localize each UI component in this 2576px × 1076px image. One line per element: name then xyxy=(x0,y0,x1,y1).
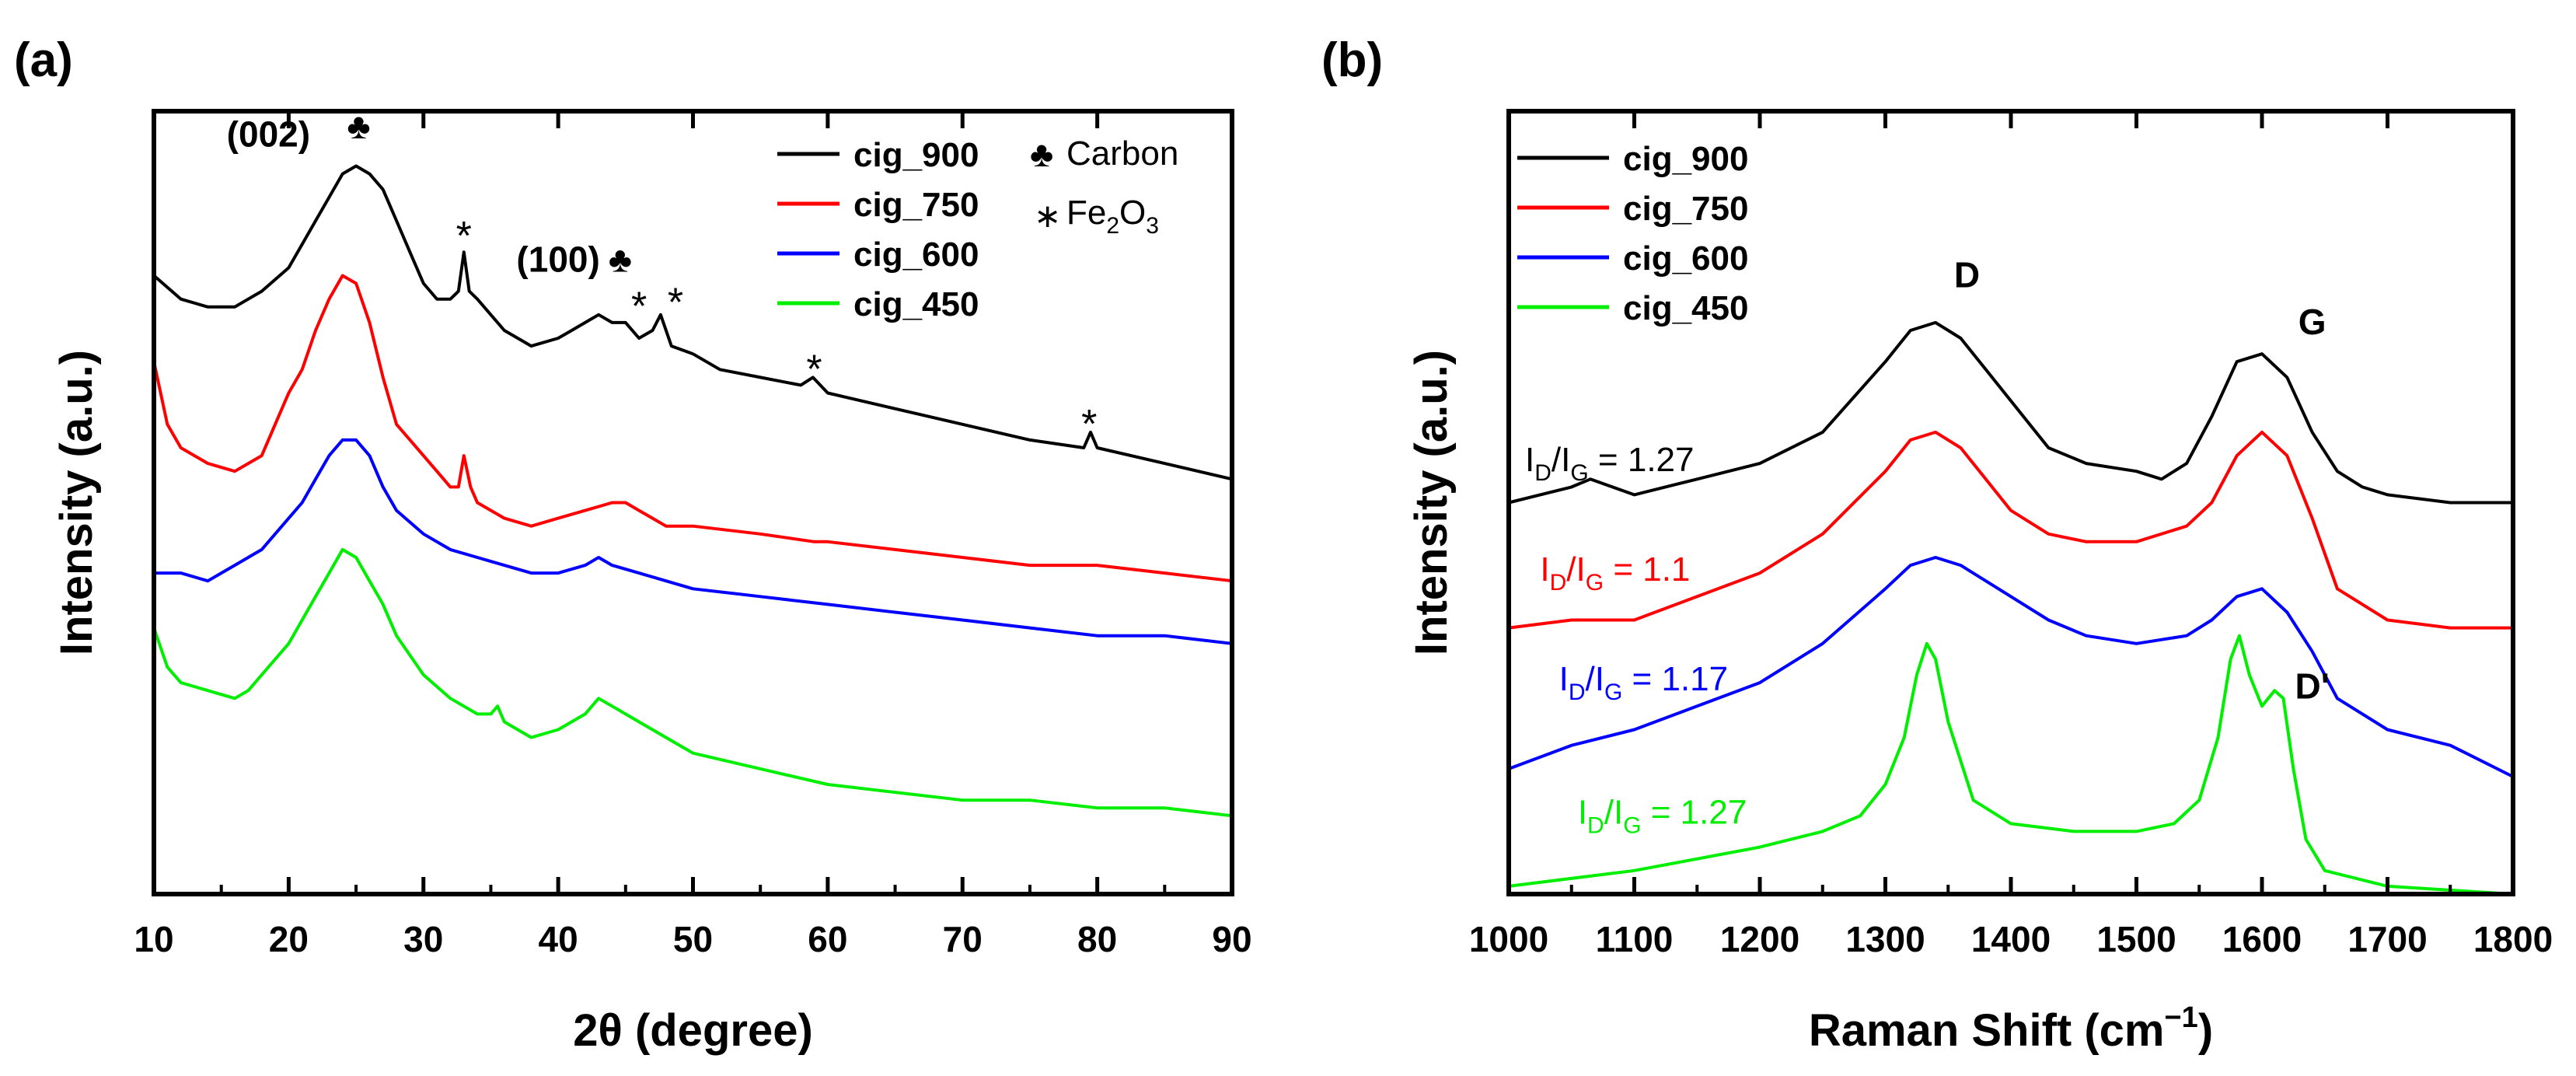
series-line-cig-600 xyxy=(1507,556,2515,778)
peak-annotation: (002) xyxy=(227,114,310,154)
peak-annotation: D xyxy=(1954,255,1980,295)
x-tick-label: 1000 xyxy=(1469,919,1548,959)
panel-a-label: (a) xyxy=(14,33,73,87)
legend-label: cig_750 xyxy=(1623,190,1748,228)
ratio-slash: / xyxy=(1604,793,1614,831)
x-axis-label: Raman Shift (cm−1) xyxy=(1809,1001,2213,1056)
x-tick-label: 1300 xyxy=(1845,919,1925,959)
legend-label: cig_600 xyxy=(1623,239,1748,278)
id-ig-ratio-label: ID/IG = 1.1 xyxy=(1540,550,1690,596)
ratio-d-sub: D xyxy=(1569,679,1586,705)
peak-annotation: * xyxy=(456,214,472,259)
x-tick-label: 1600 xyxy=(2222,919,2302,959)
x-tick-label: 20 xyxy=(269,919,309,959)
ratio-i2: I xyxy=(1595,660,1604,698)
ratio-slash: / xyxy=(1552,441,1562,479)
fe2o3-marker-label: Fe2O3 xyxy=(1066,194,1159,239)
ratio-value: = 1.27 xyxy=(1642,793,1747,831)
series-line-cig-900 xyxy=(152,164,1234,481)
x-tick-label: 30 xyxy=(403,919,443,959)
fe2o3-marker-symbol: ∗ xyxy=(1034,197,1061,234)
peak-annotation: * xyxy=(1081,402,1097,447)
x-axis-label-superscript: −1 xyxy=(2164,1001,2197,1034)
raman-plot: 1000 1100 1200 1300 1400 1500 1600 1700 1800 Rama… xyxy=(1406,109,2553,1056)
x-tick-label: 70 xyxy=(943,919,983,959)
ratio-slash: / xyxy=(1586,660,1596,698)
fe2o3-label-o: O xyxy=(1119,194,1146,232)
ratio-i: I xyxy=(1540,550,1549,589)
fe2o3-label-sub1: 2 xyxy=(1106,213,1119,239)
xrd-plot: 10 20 30 40 50 60 70 80 90 2θ (degree) Intensity (… xyxy=(51,106,1252,1056)
ratio-value: = 1.17 xyxy=(1622,660,1728,698)
x-tick-label: 40 xyxy=(539,919,578,959)
ratio-g-sub: G xyxy=(1604,679,1622,705)
series-line-cig-450 xyxy=(152,547,1234,818)
ratio-g-sub: G xyxy=(1586,570,1604,596)
x-tick-label: 90 xyxy=(1212,919,1251,959)
series-line-cig-600 xyxy=(152,438,1234,645)
panel-b-label: (b) xyxy=(1321,33,1383,87)
ratio-d-sub: D xyxy=(1587,812,1604,838)
ratio-slash: / xyxy=(1566,550,1576,589)
peak-annotation: * xyxy=(668,281,683,326)
x-tick-label: 1500 xyxy=(2096,919,2176,959)
legend-label: cig_900 xyxy=(853,136,979,174)
carbon-marker-label: Carbon xyxy=(1066,134,1178,173)
fe2o3-label-fe: Fe xyxy=(1066,194,1106,232)
carbon-marker-symbol: ♣ xyxy=(1030,134,1053,174)
legend-label: cig_600 xyxy=(853,236,979,274)
peak-annotation: * xyxy=(806,347,822,392)
legend-label: cig_450 xyxy=(853,285,979,323)
peak-annotation: ♣ xyxy=(609,239,632,279)
peak-annotation: G xyxy=(2299,302,2326,342)
x-tick-label: 1800 xyxy=(2473,919,2553,959)
fe2o3-label-sub2: 3 xyxy=(1146,213,1159,239)
ratio-g-sub: G xyxy=(1623,812,1641,838)
x-tick-label: 1100 xyxy=(1596,919,1674,959)
series-line-cig-450 xyxy=(1507,634,2515,896)
x-tick-label: 50 xyxy=(673,919,713,959)
ratio-i2: I xyxy=(1576,550,1586,589)
id-ig-ratio-label: ID/IG = 1.17 xyxy=(1559,660,1729,705)
legend-label: cig_450 xyxy=(1623,289,1748,327)
id-ig-ratio-label: ID/IG = 1.27 xyxy=(1525,441,1695,486)
ratio-i2: I xyxy=(1561,441,1570,479)
x-axis-label-main: Raman Shift (cm xyxy=(1809,1005,2165,1056)
series-line-cig-750 xyxy=(152,274,1234,583)
series-line-cig-900 xyxy=(1507,320,2515,505)
x-tick-label: 60 xyxy=(808,919,847,959)
ratio-i: I xyxy=(1578,793,1587,831)
x-axis-label: 2θ (degree) xyxy=(573,1005,813,1056)
ratio-value: = 1.27 xyxy=(1589,441,1695,479)
x-axis-label-end: ) xyxy=(2198,1005,2213,1056)
peak-annotation: ♣ xyxy=(347,106,370,146)
ratio-d-sub: D xyxy=(1550,570,1567,596)
x-tick-label: 1700 xyxy=(2347,919,2427,959)
id-ig-ratio-label: ID/IG = 1.27 xyxy=(1578,793,1747,838)
legend-label: cig_750 xyxy=(853,186,979,224)
peak-annotation: (100) xyxy=(516,239,599,279)
ratio-value: = 1.1 xyxy=(1604,550,1690,589)
x-axis-label-main: 2θ (degree) xyxy=(573,1005,813,1056)
peak-annotation: * xyxy=(631,285,647,330)
ratio-i: I xyxy=(1525,441,1534,479)
legend-label: cig_900 xyxy=(1623,140,1748,178)
x-tick-label: 1400 xyxy=(1971,919,2051,959)
y-axis-label: Intensity (a.u.) xyxy=(1406,350,1457,655)
ratio-d-sub: D xyxy=(1534,460,1552,486)
x-tick-label: 1200 xyxy=(1720,919,1799,959)
y-axis-label: Intensity (a.u.) xyxy=(51,350,102,655)
x-tick-label: 80 xyxy=(1077,919,1117,959)
x-tick-label: 10 xyxy=(134,919,173,959)
peak-annotation: D' xyxy=(2295,666,2330,706)
plot-frame xyxy=(1506,109,2515,896)
ratio-i2: I xyxy=(1614,793,1623,831)
series-line-cig-750 xyxy=(1507,430,2515,630)
ratio-i: I xyxy=(1559,660,1569,698)
ratio-g-sub: G xyxy=(1570,460,1588,486)
